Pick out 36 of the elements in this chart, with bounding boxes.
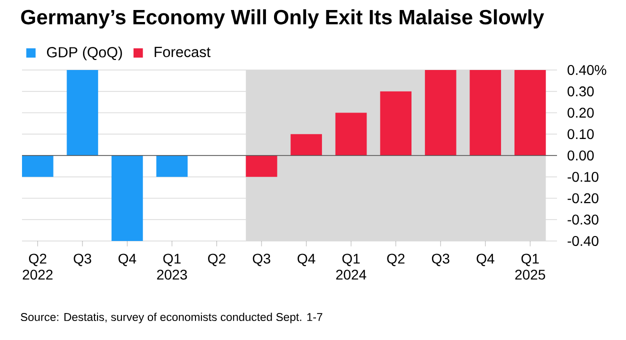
- x-tick-label: Q3: [432, 254, 450, 266]
- y-tick-label: 0.00: [568, 150, 594, 160]
- bar: [22, 156, 54, 177]
- bar: [380, 91, 412, 156]
- x-tick-label: Q1 2023: [157, 254, 187, 280]
- x-tick-label: Q1 2025: [515, 254, 546, 280]
- y-tick-label: -0.40: [568, 236, 598, 246]
- x-tick-label: Q2: [208, 254, 226, 266]
- y-tick-label: 0.40%: [568, 65, 606, 75]
- x-tick-label: Q2 2022: [22, 254, 53, 280]
- y-tick-label: 0.10: [568, 129, 594, 140]
- bar: [156, 156, 188, 177]
- y-tick-label: -0.20: [568, 193, 598, 204]
- x-tick-label: Q2: [387, 254, 404, 266]
- chart-title: Germany’s Economy Will Only Exit Its Malaise Slowly: [21, 9, 544, 29]
- bar: [246, 156, 278, 177]
- bar: [335, 112, 367, 156]
- y-tick-label: -0.10: [568, 172, 598, 182]
- y-tick-label: -0.30: [568, 214, 598, 225]
- x-tick-label: Q4: [298, 254, 316, 266]
- x-tick-label: Q4: [476, 254, 494, 266]
- legend-label: Forecast: [154, 46, 210, 58]
- y-tick-label: 0.20: [568, 108, 594, 118]
- x-tick-label: Q3: [74, 254, 92, 266]
- bar: [112, 156, 143, 241]
- bar: [424, 70, 456, 156]
- bar: [290, 134, 322, 156]
- bar: [514, 70, 546, 156]
- bar: [66, 70, 98, 156]
- legend-label: GDP (QoQ): [46, 46, 122, 60]
- x-tick-label: Q1 2024: [336, 254, 366, 280]
- bar: [470, 70, 502, 156]
- x-tick-label: Q3: [252, 254, 270, 266]
- source-note: Source: Destatis, survey of economists conducted Sept. 1-7: [20, 312, 322, 324]
- x-tick-label: Q4: [118, 254, 136, 266]
- y-tick-label: 0.30: [568, 86, 594, 96]
